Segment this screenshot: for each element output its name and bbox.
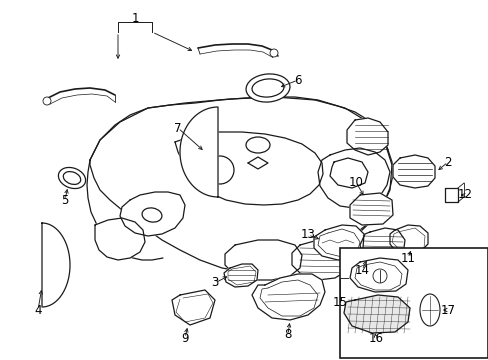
Polygon shape (175, 132, 323, 205)
Text: 7: 7 (174, 122, 182, 135)
Text: 2: 2 (443, 156, 451, 168)
Ellipse shape (419, 294, 439, 326)
Polygon shape (90, 97, 391, 274)
Text: 17: 17 (440, 303, 454, 316)
Polygon shape (95, 218, 145, 260)
Circle shape (43, 97, 51, 105)
Polygon shape (172, 290, 215, 325)
Polygon shape (42, 223, 70, 307)
Polygon shape (359, 228, 404, 264)
Circle shape (269, 49, 278, 57)
Circle shape (372, 269, 386, 283)
Ellipse shape (58, 167, 85, 189)
Text: 16: 16 (368, 332, 383, 345)
Polygon shape (317, 148, 389, 208)
Polygon shape (224, 264, 258, 287)
Polygon shape (120, 192, 184, 236)
Circle shape (205, 156, 234, 184)
Ellipse shape (142, 208, 162, 222)
Text: 6: 6 (294, 73, 301, 86)
Text: 11: 11 (400, 252, 415, 265)
Polygon shape (349, 258, 407, 292)
Text: 12: 12 (457, 189, 471, 202)
Ellipse shape (245, 74, 289, 102)
Polygon shape (180, 107, 218, 197)
Text: 3: 3 (211, 276, 218, 289)
Polygon shape (389, 225, 427, 255)
Polygon shape (343, 295, 409, 333)
Text: 8: 8 (284, 328, 291, 342)
Text: 10: 10 (348, 175, 363, 189)
Text: 13: 13 (300, 229, 315, 242)
Ellipse shape (245, 137, 269, 153)
Polygon shape (329, 158, 367, 188)
Text: 4: 4 (34, 303, 41, 316)
Text: 9: 9 (181, 332, 188, 345)
Text: 5: 5 (61, 194, 68, 207)
Polygon shape (224, 240, 302, 280)
Text: 15: 15 (332, 296, 347, 309)
Polygon shape (444, 188, 457, 202)
Polygon shape (349, 193, 392, 225)
Polygon shape (251, 274, 325, 320)
Polygon shape (313, 225, 363, 260)
Text: 14: 14 (354, 264, 369, 276)
Text: 1: 1 (131, 12, 139, 24)
Polygon shape (346, 118, 387, 155)
Bar (339, 248, 487, 358)
Polygon shape (392, 155, 434, 188)
Polygon shape (291, 240, 351, 280)
